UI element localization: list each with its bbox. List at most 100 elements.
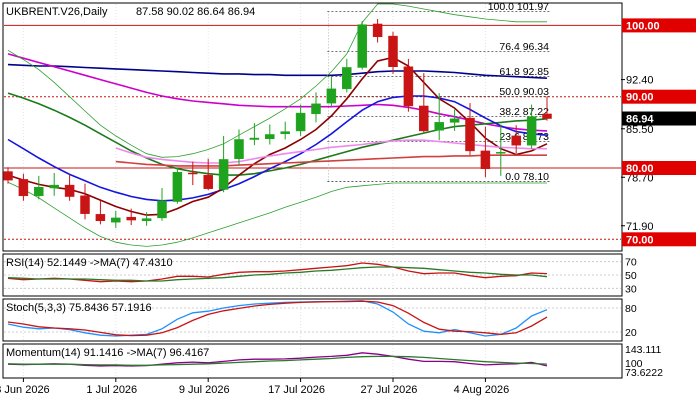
candle (357, 21, 367, 70)
momentum-series-line (7, 352, 548, 367)
rsi-series-line (7, 262, 548, 283)
candle-body (188, 172, 198, 175)
fib-label: 38.2 87.22 (499, 106, 549, 118)
time-axis: 23 Jun 2026 1 Jul 2026 9 Jul 2026 17 Jul 20… (0, 378, 509, 396)
candle-body (434, 122, 444, 131)
candle (449, 109, 460, 131)
ma-line (7, 63, 548, 79)
candle-body (95, 214, 106, 222)
candle-body (172, 172, 183, 202)
fib-label: 76.4 96.34 (499, 41, 549, 53)
candle (126, 208, 136, 226)
stoch-series-line (7, 300, 548, 337)
candle-body (34, 187, 44, 197)
fib-label: 61.8 92.85 (499, 66, 549, 78)
x-tick-label: 17 Jul 2026 (268, 384, 325, 396)
level-price-tag: 100.00 (622, 18, 696, 33)
candle-body (3, 171, 13, 181)
candle (511, 125, 521, 154)
candle-body (265, 134, 275, 140)
candle-body (480, 150, 491, 169)
candle-body (49, 184, 59, 189)
rsi-tick-label: 50 (625, 270, 637, 282)
price-tag-bg (622, 111, 696, 126)
level-price-tag: 80.00 (622, 161, 696, 175)
momentum-lines (7, 352, 548, 367)
momentum-tick-label: 73.6222 (625, 367, 663, 379)
price-tag-label: 70.00 (626, 234, 654, 246)
rsi-lines (4, 261, 621, 289)
candle (280, 121, 290, 140)
candle-body (372, 23, 383, 38)
price-tag-bg (622, 89, 696, 104)
candle-body (141, 218, 152, 222)
rsi-series-line (7, 266, 548, 282)
momentum-tick-label: 143.111 (625, 344, 662, 356)
candle (295, 104, 306, 136)
candle-body (280, 131, 290, 135)
candle (388, 31, 398, 74)
level-price-tag: 70.00 (622, 232, 696, 247)
price-tag-label: 86.94 (626, 114, 654, 126)
y-tick-label: 78.70 (626, 172, 654, 184)
price-tags: 100.00 90.00 86.94 80.00 70.00 (622, 18, 696, 247)
fib-label: 0.0 78.10 (505, 171, 549, 183)
ma-line (115, 154, 547, 167)
candle (542, 96, 552, 121)
stoch-tick-label: 80 (625, 303, 637, 315)
x-tick-label: 1 Jul 2026 (86, 384, 137, 396)
current-price-tag: 86.94 (622, 111, 696, 126)
price-tag-label: 100.00 (626, 20, 660, 32)
candle-body (496, 152, 506, 154)
candle (465, 103, 475, 156)
candle-body (249, 137, 260, 140)
candle (326, 76, 337, 107)
candle-body (64, 184, 75, 197)
main-price-axis: 92.40 85.50 78.70 71.90 (621, 75, 654, 233)
candle-body (157, 200, 167, 219)
candle (157, 187, 167, 221)
candle (18, 173, 29, 201)
candle-body (465, 117, 475, 152)
price-tag-label: 90.00 (626, 92, 654, 104)
x-tick-label: 4 Aug 2026 (454, 384, 510, 396)
main-panel-frame (2, 2, 623, 252)
candle-body (203, 174, 213, 189)
candle (526, 104, 537, 149)
candle-body (542, 113, 552, 119)
candle (80, 183, 90, 220)
candle (249, 123, 260, 146)
candle-body (111, 217, 121, 223)
chart-header-symbol: UKBRENT.V26,Daily (6, 6, 108, 18)
rsi-title: RSI(14) 52.1449 ->MA(7) 47.4310 (6, 257, 173, 269)
candle (342, 58, 352, 93)
ma-line (7, 53, 548, 132)
ma-line (7, 95, 548, 202)
ma-line (7, 56, 548, 216)
candle-body (218, 159, 229, 190)
candle (49, 172, 59, 196)
momentum-series-line (7, 355, 548, 366)
candle (3, 167, 13, 184)
stoch-tick-label: 20 (625, 327, 637, 339)
candle-body (80, 195, 90, 214)
candle-body (403, 66, 414, 107)
candle (95, 200, 106, 225)
candle (203, 158, 213, 191)
candle-body (126, 216, 136, 221)
price-tag-bg (622, 232, 696, 247)
ma-line (115, 139, 547, 164)
candles (3, 18, 552, 228)
x-tick-label: 23 Jun 2026 (0, 384, 50, 396)
candle (234, 129, 244, 166)
candle (372, 18, 383, 43)
candle-body (326, 88, 337, 104)
candle-body (511, 135, 521, 146)
fib-label: 50.0 90.03 (499, 86, 549, 98)
x-tick-label: 27 Jul 2026 (361, 384, 418, 396)
band_upper-line (7, 3, 547, 158)
y-tick-label: 71.90 (626, 221, 654, 233)
